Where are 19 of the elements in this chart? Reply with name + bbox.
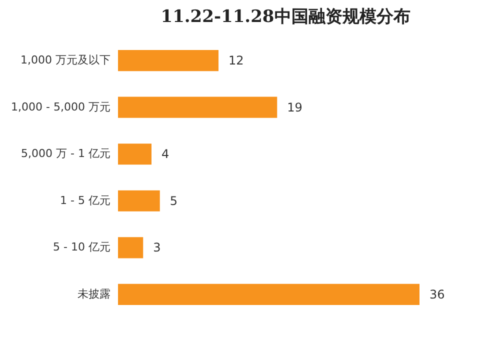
data-label: 5: [170, 194, 178, 208]
bar: [118, 50, 218, 72]
bar: [118, 237, 144, 258]
y-tick-label: 5,000 万 - 1 亿元: [21, 147, 110, 160]
bar: [118, 96, 278, 118]
y-tick-label: 1 - 5 亿元: [60, 194, 110, 207]
y-tick-label: 5 - 10 亿元: [53, 240, 110, 254]
y-tick-label: 未披露: [78, 287, 110, 300]
bar: [118, 284, 420, 305]
y-tick-label: 1,000 - 5,000 万元: [11, 100, 110, 114]
y-tick-label: 1,000 万元及以下: [20, 54, 110, 67]
data-label: 4: [162, 147, 170, 162]
data-label: 3: [153, 240, 161, 255]
chart-title: 11.22-11.28中国融资规模分布: [160, 7, 410, 27]
bar: [118, 144, 152, 165]
bar: [118, 190, 160, 212]
data-label: 36: [430, 287, 445, 302]
data-label: 12: [228, 54, 244, 68]
data-label: 19: [287, 100, 302, 114]
